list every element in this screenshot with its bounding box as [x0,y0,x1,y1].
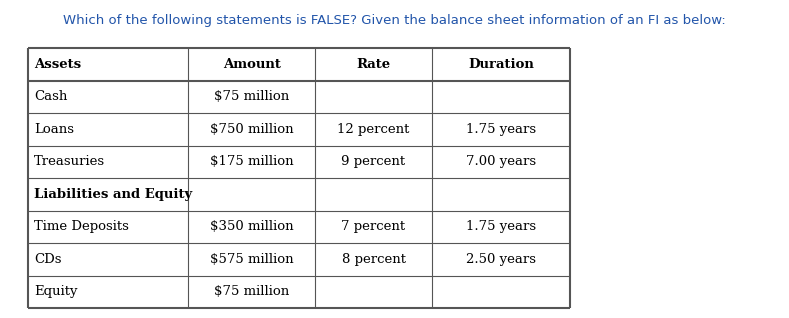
Text: 1.75 years: 1.75 years [466,123,536,136]
Text: 9 percent: 9 percent [342,155,406,168]
Text: Assets: Assets [34,58,81,71]
Text: 12 percent: 12 percent [338,123,409,136]
Text: $350 million: $350 million [210,220,294,233]
Text: $750 million: $750 million [210,123,294,136]
Text: 2.50 years: 2.50 years [466,253,536,266]
Text: Rate: Rate [357,58,391,71]
Text: $575 million: $575 million [210,253,294,266]
Text: Amount: Amount [222,58,281,71]
Text: 1.75 years: 1.75 years [466,220,536,233]
Text: 7 percent: 7 percent [342,220,406,233]
Text: $75 million: $75 million [214,90,290,103]
Text: CDs: CDs [34,253,62,266]
Text: Liabilities and Equity: Liabilities and Equity [34,188,193,201]
Text: Cash: Cash [34,90,67,103]
Text: Which of the following statements is FALSE? Given the balance sheet information : Which of the following statements is FAL… [63,14,726,27]
Text: 8 percent: 8 percent [342,253,406,266]
Text: Time Deposits: Time Deposits [34,220,129,233]
Text: 7.00 years: 7.00 years [466,155,536,168]
Text: $75 million: $75 million [214,285,290,298]
Text: Loans: Loans [34,123,74,136]
Text: Duration: Duration [468,58,534,71]
Text: $175 million: $175 million [210,155,294,168]
Text: Equity: Equity [34,285,77,298]
Text: Treasuries: Treasuries [34,155,105,168]
